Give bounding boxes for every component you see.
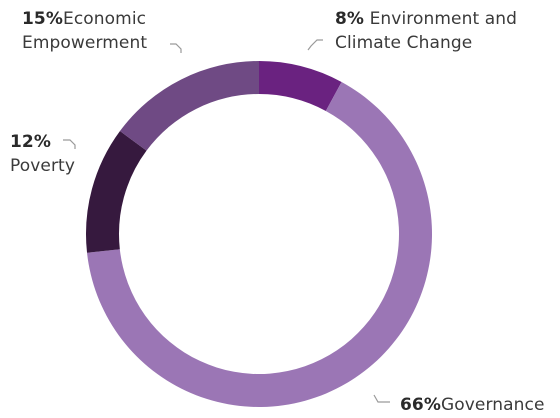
leader-line-gov — [373, 394, 390, 403]
governance-percent: 66% — [400, 395, 441, 415]
label-economic-empowerment: 15%Economic Empowerment — [22, 7, 147, 55]
environment-label-line-2: Climate Change — [335, 33, 473, 53]
economic-percent: 15% — [22, 9, 63, 29]
economic-label-line-2: Empowerment — [22, 33, 148, 53]
leader-line-pov — [63, 139, 76, 149]
leader-line-econ — [170, 43, 182, 53]
slices-group — [86, 60, 432, 408]
slice-environment — [259, 61, 342, 111]
leader-lines — [63, 39, 390, 403]
label-poverty: 12% Poverty — [10, 130, 75, 178]
economic-label-line-1: Economic — [63, 9, 147, 29]
environment-label-line-1: Environment and — [369, 9, 518, 29]
governance-label: Governance — [441, 395, 545, 415]
leader-line-env — [307, 39, 323, 51]
slice-poverty — [86, 131, 147, 253]
label-environment: 8% Environment and Climate Change — [335, 7, 517, 55]
poverty-label: Poverty — [10, 156, 75, 176]
label-governance: 66%Governance — [400, 393, 545, 417]
poverty-percent: 12% — [10, 132, 51, 152]
environment-percent: 8% — [335, 9, 365, 29]
slice-economic-empowerment — [119, 60, 259, 151]
